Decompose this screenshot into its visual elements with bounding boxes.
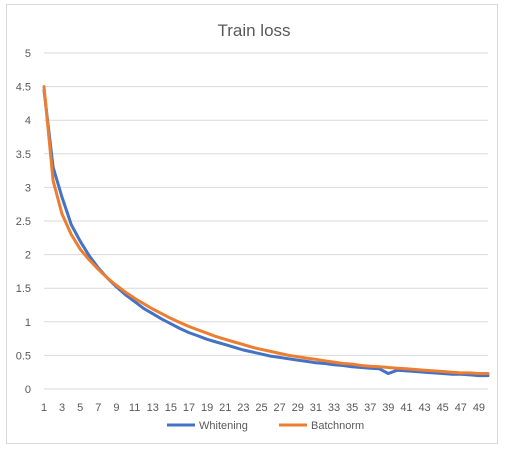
x-tick-label: 9 (113, 402, 119, 414)
x-tick-label: 43 (418, 402, 430, 414)
gridlines (44, 52, 488, 390)
x-tick-label: 17 (183, 402, 195, 414)
x-axis-ticks: 1 3 5 7 9 11 13 15 17 19 21 23 25 27 29 31 33 35 37 39 41 43 4… (41, 402, 485, 414)
x-tick-label: 3 (59, 402, 65, 414)
x-tick-label: 1 (41, 402, 47, 414)
x-tick-label: 33 (328, 402, 340, 414)
legend-label-batchnorm: Batchnorm (311, 420, 364, 432)
x-tick-label: 29 (292, 402, 304, 414)
x-tick-label: 49 (473, 402, 485, 414)
x-tick-label: 31 (310, 402, 322, 414)
x-tick-label: 37 (364, 402, 376, 414)
legend-label-whitening: Whitening (199, 420, 248, 432)
y-tick-label: 5 (25, 48, 31, 60)
y-axis-ticks: 0 0.5 1 1.5 2 2.5 3 3.5 4 4.5 5 (16, 48, 31, 396)
x-tick-label: 11 (129, 402, 140, 414)
x-tick-label: 39 (382, 402, 394, 414)
series-line-batchnorm (42, 85, 490, 375)
legend: Whitening Batchnorm (167, 420, 364, 432)
chart-title: Train loss (217, 21, 290, 40)
y-tick-label: 2 (25, 250, 31, 262)
y-tick-label: 4.5 (16, 82, 31, 94)
series-layer (42, 85, 490, 378)
x-tick-label: 35 (346, 402, 358, 414)
y-tick-label: 1.5 (16, 283, 31, 295)
x-tick-label: 19 (201, 402, 213, 414)
x-tick-label: 5 (77, 402, 83, 414)
y-tick-label: 1 (25, 317, 31, 329)
chart-frame: Train loss 0 0.5 1 1.5 2 2.5 3 3.5 4 4.5 5 1 3 5 7 9 11… (6, 4, 498, 444)
x-tick-label: 45 (437, 402, 449, 414)
y-tick-label: 2.5 (16, 216, 31, 228)
y-tick-label: 0 (25, 384, 31, 396)
x-tick-label: 47 (455, 402, 467, 414)
x-tick-label: 13 (147, 402, 159, 414)
x-tick-label: 25 (255, 402, 267, 414)
x-tick-label: 23 (237, 402, 249, 414)
y-tick-label: 0.5 (16, 350, 31, 362)
y-tick-label: 3 (25, 182, 31, 194)
x-tick-label: 27 (273, 402, 285, 414)
x-tick-label: 15 (165, 402, 177, 414)
line-chart: Train loss 00.511.522.533.544.55 1 3 5 7 9 11… (16, 21, 490, 432)
y-tick-label: 4 (25, 115, 31, 127)
series-line-whitening (42, 88, 490, 378)
y-tick-label: 3.5 (16, 149, 31, 161)
x-tick-label: 21 (219, 402, 231, 414)
x-tick-label: 41 (400, 402, 412, 414)
x-tick-label: 7 (95, 402, 101, 414)
